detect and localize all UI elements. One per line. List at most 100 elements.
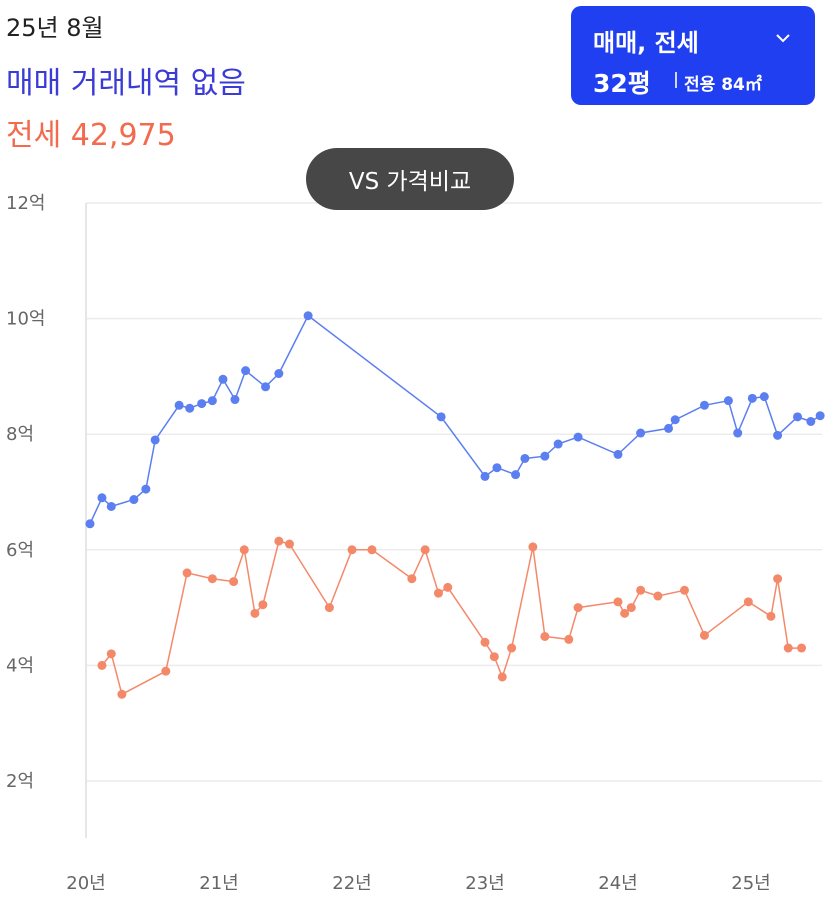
month-label: 25년 8월 <box>6 14 104 42</box>
jeonse-point <box>680 585 689 595</box>
jeonse-point <box>653 591 663 601</box>
jeonse-point <box>636 585 646 595</box>
jeonse-point <box>489 652 499 662</box>
sale-status: 매매 거래내역 없음 <box>6 66 246 101</box>
sale-point <box>106 501 116 511</box>
jeonse-point <box>407 574 417 584</box>
jeonse-point <box>773 574 783 584</box>
jeonse-point <box>497 672 507 682</box>
x-tick-label: 20년 <box>66 873 105 894</box>
sale-point <box>197 399 207 409</box>
chevron-down-icon <box>776 34 790 43</box>
type-size-selector[interactable]: 매매, 전세 32평 전용 84㎡ <box>571 6 815 105</box>
vs-compare-button[interactable]: VS 가격비교 <box>306 148 514 210</box>
sale-point <box>747 393 757 403</box>
sale-point <box>670 415 680 425</box>
sale-point <box>636 428 646 438</box>
jeonse-point <box>480 637 490 647</box>
sale-point <box>97 493 107 503</box>
jeonse-point <box>743 597 753 607</box>
jeonse-point <box>284 539 294 549</box>
sale-point <box>613 449 623 459</box>
sale-point <box>573 432 583 442</box>
jeonse-point <box>797 643 807 653</box>
sale-point <box>261 382 271 392</box>
jeonse-point <box>207 574 217 584</box>
sale-point <box>733 428 743 438</box>
sale-point <box>129 495 139 505</box>
sale-point <box>174 400 184 410</box>
sale-point <box>520 453 530 463</box>
trade-type-label: 매매, 전세 <box>593 29 699 57</box>
jeonse-price: 전세 42,975 <box>6 118 176 153</box>
x-tick-label: 22년 <box>332 873 371 894</box>
sale-point <box>699 400 709 410</box>
sale-point <box>492 463 502 473</box>
sale-point <box>553 439 563 449</box>
sale-line <box>89 314 821 525</box>
sale-point <box>85 519 95 529</box>
jeonse-point <box>347 545 357 555</box>
jeonse-point <box>507 643 517 653</box>
jeonse-point <box>613 597 623 607</box>
jeonse-point <box>274 536 284 546</box>
jeonse-point <box>258 600 268 610</box>
x-tick-label: 24년 <box>598 873 637 894</box>
y-tick-label: 12억 <box>6 193 45 214</box>
jeonse-point <box>250 608 260 618</box>
jeonse-line <box>101 540 802 696</box>
sale-point <box>793 412 803 422</box>
jeonse-point <box>106 649 116 659</box>
jeonse-point <box>783 643 793 653</box>
x-tick-label: 25년 <box>731 873 770 894</box>
jeonse-point <box>420 545 430 555</box>
x-tick-label: 23년 <box>465 873 504 894</box>
sale-point <box>436 412 446 422</box>
y-tick-label: 4억 <box>6 655 34 676</box>
jeonse-point <box>626 603 636 613</box>
exclusive-area-label: 전용 84㎡ <box>684 75 762 95</box>
jeonse-point <box>528 542 538 552</box>
sale-point <box>241 366 251 376</box>
jeonse-point <box>564 634 574 644</box>
sale-point <box>540 451 550 461</box>
sale-point <box>664 423 674 433</box>
jeonse-point <box>443 582 453 592</box>
x-tick-label: 21년 <box>199 873 238 894</box>
sale-point <box>480 471 490 481</box>
sale-point <box>773 430 783 440</box>
jeonse-point <box>97 660 107 670</box>
jeonse-point <box>540 632 550 641</box>
sale-point <box>207 396 217 406</box>
divider <box>675 72 677 88</box>
sale-point <box>274 369 284 379</box>
jeonse-point <box>239 545 249 555</box>
jeonse-point <box>182 568 192 578</box>
sale-point <box>185 403 195 413</box>
jeonse-point <box>620 608 630 618</box>
jeonse-point <box>766 611 776 621</box>
sale-point <box>815 411 825 421</box>
jeonse-point <box>324 603 334 613</box>
y-tick-label: 6억 <box>6 540 34 561</box>
sale-point <box>303 311 313 321</box>
jeonse-point <box>117 689 127 699</box>
sale-point <box>141 484 151 494</box>
pyeong-size-label: 32평 <box>593 69 651 98</box>
y-tick-label: 8억 <box>6 424 34 445</box>
jeonse-point <box>699 630 709 640</box>
jeonse-point <box>367 545 377 555</box>
jeonse-point <box>161 666 171 676</box>
sale-point <box>218 374 228 384</box>
sale-point <box>759 392 769 402</box>
jeonse-point <box>573 603 583 613</box>
y-tick-label: 10억 <box>6 309 45 330</box>
sale-point <box>806 416 816 426</box>
y-tick-label: 2억 <box>6 771 34 792</box>
sale-point <box>150 435 160 445</box>
sale-point <box>723 396 733 406</box>
sale-point <box>230 395 240 405</box>
jeonse-point <box>229 577 239 587</box>
sale-point <box>511 470 521 480</box>
